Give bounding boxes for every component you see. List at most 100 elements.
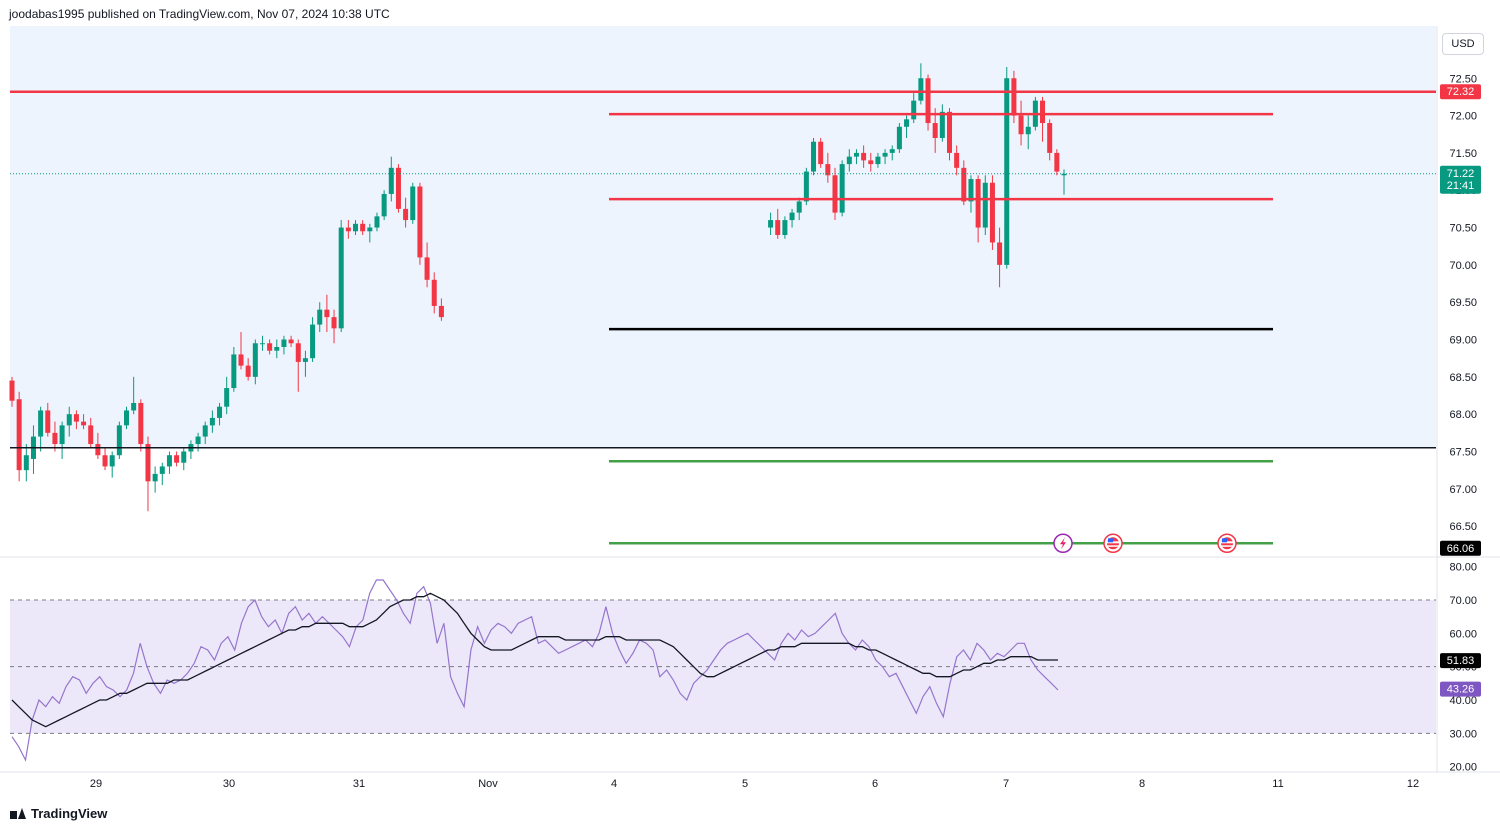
candle-up — [789, 212, 795, 221]
candle-up — [166, 455, 172, 467]
tradingview-brand[interactable]: TradingView — [10, 806, 107, 821]
publisher-line: joodabas1995 published on TradingView.co… — [9, 7, 390, 21]
candle-up — [209, 417, 215, 426]
candle-down — [145, 444, 151, 482]
candle-down — [174, 455, 180, 463]
price-axis-tick: 72.50 — [1449, 73, 1477, 85]
level-tag-resistance-bg — [1440, 84, 1481, 100]
candle-down — [238, 354, 244, 366]
time-axis-tick: 6 — [872, 778, 878, 790]
us-flag-event — [1103, 533, 1123, 554]
candle-down — [932, 123, 938, 138]
price-axis-tick: 71.00 — [1449, 185, 1477, 197]
day-change-value: −0.59 (−0.83%) — [451, 35, 528, 47]
candle-up — [116, 425, 122, 456]
us-flag-canton — [1222, 538, 1227, 543]
price-axis-tick: 72.00 — [1449, 111, 1477, 123]
candle-up — [109, 455, 115, 467]
price-axis-tick: 69.00 — [1449, 335, 1477, 347]
candle-up — [259, 343, 265, 345]
time-axis-tick: 8 — [1139, 778, 1145, 790]
tradingview-logo-icon — [10, 808, 26, 819]
last-price-tag: 21:41 — [1447, 180, 1475, 192]
last-price-tag-bg — [1440, 165, 1481, 194]
candle-up — [811, 141, 817, 172]
candle-down — [81, 421, 87, 426]
candle-up — [911, 100, 917, 120]
candle-up — [131, 402, 137, 411]
us-flag-event — [1217, 533, 1237, 554]
time-axis-tick: 12 — [1407, 778, 1419, 790]
candle-down — [1040, 100, 1046, 124]
time-axis-tick: 30 — [223, 778, 235, 790]
candle-down — [88, 425, 94, 445]
rsi-value-tag: 43.26 — [1447, 684, 1475, 696]
candle-down — [825, 164, 831, 176]
candle-down — [438, 305, 444, 318]
us-flag-icon — [1221, 537, 1233, 550]
candle-up — [38, 410, 44, 437]
candle-up — [889, 149, 895, 153]
candle-up — [224, 388, 230, 407]
level-tag-support: 66.06 — [1447, 543, 1475, 555]
time-axis-tick: 7 — [1003, 778, 1009, 790]
candle-down — [1011, 78, 1017, 116]
candle-up — [374, 216, 380, 228]
candle-up — [882, 152, 888, 157]
time-axis-tick: 5 — [742, 778, 748, 790]
candle-up — [367, 227, 373, 232]
candle-down — [775, 220, 781, 236]
candle-down — [345, 227, 351, 232]
candle-down — [138, 402, 144, 445]
candle-down — [417, 186, 423, 258]
candle-up — [274, 346, 280, 351]
candle-up — [968, 179, 974, 202]
candle-down — [102, 455, 108, 467]
close-value: C71.22 — [321, 35, 358, 47]
rsi-axis-tick: 80.00 — [1449, 562, 1477, 574]
rsi-axis-tick: 20.00 — [1449, 762, 1477, 774]
candle-up — [202, 425, 208, 437]
candle-down — [868, 160, 874, 165]
candle-up — [839, 164, 845, 213]
candle-up — [939, 111, 945, 138]
candle-down — [818, 141, 824, 165]
candle-up — [310, 324, 316, 359]
price-axis-tick: 71.50 — [1449, 148, 1477, 160]
candle-down — [73, 414, 79, 422]
price-axis-tick: 68.00 — [1449, 409, 1477, 421]
us-flag-canton — [1108, 538, 1113, 543]
candle-down — [424, 257, 430, 280]
symbol-title[interactable]: CFDs on WTI Crude Oil, 1h, TVC — [18, 35, 181, 47]
candle-down — [324, 309, 330, 318]
last-price-tag: 71.22 — [1447, 168, 1475, 180]
time-axis-tick: 11 — [1272, 778, 1283, 790]
rsi-ma-line — [11, 592, 1058, 728]
candle-up — [123, 410, 130, 426]
price-shaded-zone — [10, 26, 1436, 448]
us-flag-stripe — [1221, 545, 1233, 547]
rsi-axis-tick: 50.00 — [1449, 662, 1477, 674]
candle-up — [66, 414, 72, 426]
candle-down — [331, 317, 337, 329]
candle-down — [52, 432, 58, 445]
price-axis-tick: 69.50 — [1449, 297, 1477, 309]
open-value: O71.20 — [189, 35, 226, 47]
price-axis-tick: 67.00 — [1449, 484, 1477, 496]
candle-up — [59, 425, 65, 445]
candle-up — [188, 444, 194, 452]
rsi-ma-tag: 51.83 — [1447, 655, 1475, 667]
candle-up — [1004, 78, 1010, 265]
candle-down — [1018, 115, 1024, 135]
currency-button[interactable]: USD — [1442, 33, 1484, 55]
candle-down — [861, 152, 867, 161]
candle-down — [9, 380, 15, 401]
candle-up — [982, 182, 988, 228]
price-axis-tick: 70.00 — [1449, 260, 1477, 272]
candle-up — [410, 186, 416, 221]
brand-label: TradingView — [31, 806, 108, 821]
candle-up — [768, 220, 774, 228]
change-value: +0.01 (+0.01%) — [366, 35, 443, 47]
candle-down — [946, 111, 953, 153]
